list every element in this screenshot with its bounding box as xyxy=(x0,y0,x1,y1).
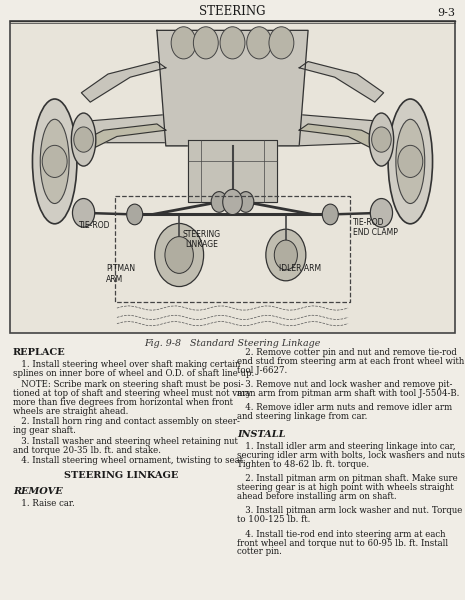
Text: more than five degrees from horizontal when front: more than five degrees from horizontal w… xyxy=(13,398,233,407)
Text: 2. Install pitman arm on pitman shaft. Make sure: 2. Install pitman arm on pitman shaft. M… xyxy=(237,475,458,484)
Circle shape xyxy=(165,236,193,274)
Text: end stud from steering arm at each front wheel with: end stud from steering arm at each front… xyxy=(237,357,465,366)
Text: 3. Remove nut and lock washer and remove pit-: 3. Remove nut and lock washer and remove… xyxy=(237,380,452,389)
Circle shape xyxy=(223,190,242,215)
Polygon shape xyxy=(299,62,384,102)
Circle shape xyxy=(370,199,392,227)
Text: TIE-ROD
END CLAMP: TIE-ROD END CLAMP xyxy=(352,218,398,237)
Text: INSTALL: INSTALL xyxy=(237,430,286,439)
Text: 1. Install steering wheel over shaft making certain: 1. Install steering wheel over shaft mak… xyxy=(13,361,240,370)
Text: STEERING: STEERING xyxy=(199,5,266,18)
Text: and torque 20-35 lb. ft. and stake.: and torque 20-35 lb. ft. and stake. xyxy=(13,446,161,455)
Text: 9-3: 9-3 xyxy=(437,8,455,18)
Circle shape xyxy=(76,203,92,223)
Text: 1. Install idler arm and steering linkage into car,: 1. Install idler arm and steering linkag… xyxy=(237,442,456,451)
Text: tioned at top of shaft and steering wheel must not vary: tioned at top of shaft and steering whee… xyxy=(13,389,251,398)
Text: cotter pin.: cotter pin. xyxy=(237,547,282,556)
Text: NOTE: Scribe mark on steering shaft must be posi-: NOTE: Scribe mark on steering shaft must… xyxy=(13,380,244,389)
Text: wheels are straight ahead.: wheels are straight ahead. xyxy=(13,407,128,416)
Text: man arm from pitman arm shaft with tool J-5504-B.: man arm from pitman arm shaft with tool … xyxy=(237,389,459,398)
Text: and steering linkage from car.: and steering linkage from car. xyxy=(237,412,367,421)
Circle shape xyxy=(171,27,196,59)
Ellipse shape xyxy=(33,99,77,224)
Polygon shape xyxy=(81,62,166,102)
Text: ing gear shaft.: ing gear shaft. xyxy=(13,426,76,435)
Polygon shape xyxy=(90,115,375,146)
Circle shape xyxy=(274,240,298,270)
Text: to 100-125 lb. ft.: to 100-125 lb. ft. xyxy=(237,515,311,524)
Text: PITMAN
ARM: PITMAN ARM xyxy=(106,265,135,284)
Circle shape xyxy=(247,27,272,59)
Polygon shape xyxy=(157,31,308,146)
Circle shape xyxy=(269,27,294,59)
Text: 3. Install pitman arm lock washer and nut. Torque: 3. Install pitman arm lock washer and nu… xyxy=(237,506,463,515)
Ellipse shape xyxy=(40,119,69,203)
Circle shape xyxy=(398,145,423,178)
Polygon shape xyxy=(188,140,277,202)
Circle shape xyxy=(193,27,218,59)
Circle shape xyxy=(126,204,143,225)
Ellipse shape xyxy=(369,113,394,166)
Circle shape xyxy=(73,199,95,227)
Circle shape xyxy=(322,204,339,225)
Text: IDLER ARM: IDLER ARM xyxy=(279,265,321,274)
Text: STEERING
LINKAGE: STEERING LINKAGE xyxy=(182,230,220,250)
Text: 4. Install tie-rod end into steering arm at each: 4. Install tie-rod end into steering arm… xyxy=(237,530,445,539)
Text: front wheel and torque nut to 60-95 lb. ft. Install: front wheel and torque nut to 60-95 lb. … xyxy=(237,539,448,548)
Text: 4. Remove idler arm nuts and remove idler arm: 4. Remove idler arm nuts and remove idle… xyxy=(237,403,452,412)
Circle shape xyxy=(220,27,245,59)
Text: 2. Install horn ring and contact assembly on steer-: 2. Install horn ring and contact assembl… xyxy=(13,418,240,427)
Text: REPLACE: REPLACE xyxy=(13,348,66,357)
Text: STEERING LINKAGE: STEERING LINKAGE xyxy=(64,471,178,480)
Polygon shape xyxy=(299,124,386,152)
Circle shape xyxy=(372,127,391,152)
Bar xyxy=(10,21,455,333)
Text: Tighten to 48-62 lb. ft. torque.: Tighten to 48-62 lb. ft. torque. xyxy=(237,460,369,469)
Ellipse shape xyxy=(71,113,96,166)
Text: splines on inner bore of wheel and O.D. of shaft line up.: splines on inner bore of wheel and O.D. … xyxy=(13,370,254,379)
Text: steering gear is at high point with wheels straight: steering gear is at high point with whee… xyxy=(237,484,454,493)
Circle shape xyxy=(211,191,227,212)
Circle shape xyxy=(373,203,389,223)
Text: TIE-ROD: TIE-ROD xyxy=(79,221,111,230)
Text: 2. Remove cotter pin and nut and remove tie-rod: 2. Remove cotter pin and nut and remove … xyxy=(237,348,457,357)
Circle shape xyxy=(155,223,204,287)
Circle shape xyxy=(42,145,67,178)
Circle shape xyxy=(266,229,306,281)
Ellipse shape xyxy=(388,99,432,224)
Text: REMOVE: REMOVE xyxy=(13,487,63,496)
Text: securing idler arm with bolts, lock washers and nuts.: securing idler arm with bolts, lock wash… xyxy=(237,451,465,460)
Circle shape xyxy=(238,191,254,212)
Polygon shape xyxy=(79,124,166,152)
Text: ahead before installing arm on shaft.: ahead before installing arm on shaft. xyxy=(237,492,397,501)
Text: 4. Install steering wheel ornament, twisting to seat.: 4. Install steering wheel ornament, twis… xyxy=(13,457,246,466)
Circle shape xyxy=(74,127,93,152)
Text: 3. Install washer and steering wheel retaining nut: 3. Install washer and steering wheel ret… xyxy=(13,437,238,446)
Text: Fig. 9-8   Standard Steering Linkage: Fig. 9-8 Standard Steering Linkage xyxy=(144,339,321,348)
Ellipse shape xyxy=(396,119,425,203)
Text: 1. Raise car.: 1. Raise car. xyxy=(13,499,75,508)
Text: tool J-6627.: tool J-6627. xyxy=(237,366,287,375)
